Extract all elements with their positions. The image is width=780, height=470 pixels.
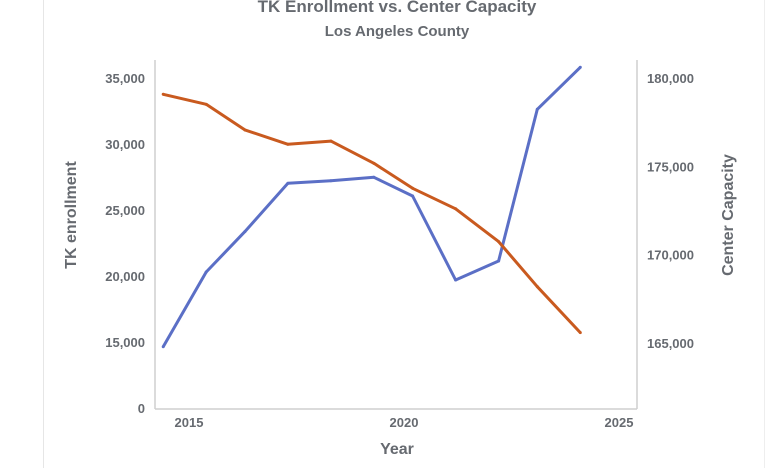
- data-point: [372, 175, 376, 179]
- y-axis-left-label: TK enrollment: [63, 161, 80, 269]
- y-right-tick-label: 175,000: [647, 159, 694, 174]
- data-point: [578, 65, 582, 69]
- data-point: [411, 194, 415, 198]
- data-point: [286, 181, 290, 185]
- y-right-tick-label: 165,000: [647, 336, 694, 351]
- y-left-tick-label: 30,000: [105, 137, 145, 152]
- chart-title: TK Enrollment vs. Center Capacity: [258, 0, 537, 16]
- y-left-tick-label: 0: [138, 401, 145, 416]
- y-left-tick-label: 35,000: [105, 71, 145, 86]
- y-left-tick-label: 25,000: [105, 203, 145, 218]
- data-point: [411, 186, 415, 190]
- data-point: [454, 278, 458, 282]
- data-point: [161, 92, 165, 96]
- data-point: [161, 345, 165, 349]
- data-point: [329, 139, 333, 143]
- y-left-tick-label: 20,000: [105, 269, 145, 284]
- x-tick-label: 2015: [175, 415, 204, 430]
- data-point: [454, 207, 458, 211]
- data-point: [535, 285, 539, 289]
- center-capacity-line: [162, 92, 582, 334]
- y-left-tick-label: 15,000: [105, 335, 145, 350]
- data-point: [372, 161, 376, 165]
- y-right-tick-label: 170,000: [647, 248, 694, 263]
- y-right-tick-label: 180,000: [647, 71, 694, 86]
- data-point: [204, 270, 208, 274]
- chart-card: [43, 0, 765, 468]
- data-point: [243, 230, 247, 234]
- y-axis-right-label: Center Capacity: [720, 154, 737, 276]
- x-tick-label: 2025: [605, 415, 634, 430]
- x-axis-label: Year: [380, 441, 414, 458]
- tk-enrollment-line: [161, 66, 582, 348]
- data-point: [204, 102, 208, 106]
- data-point: [535, 107, 539, 111]
- x-tick-label: 2020: [390, 415, 419, 430]
- data-point: [497, 240, 501, 244]
- data-point: [497, 259, 501, 263]
- data-point: [243, 128, 247, 132]
- chart-subtitle: Los Angeles County: [325, 23, 470, 40]
- data-point: [578, 331, 582, 335]
- data-point: [286, 142, 290, 146]
- data-point: [329, 179, 333, 183]
